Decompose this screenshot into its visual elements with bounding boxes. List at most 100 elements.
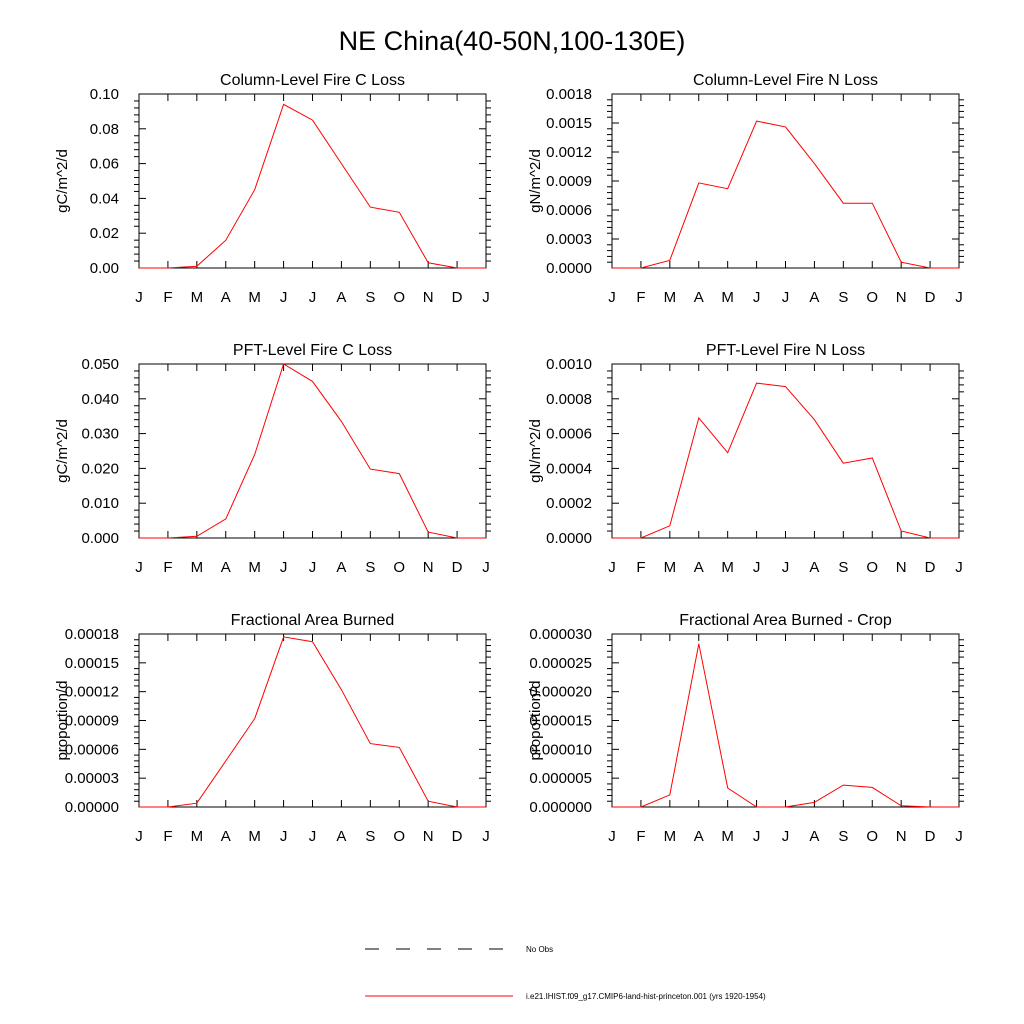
x-tick-label: D: [452, 289, 463, 306]
series-line: [612, 120, 959, 269]
y-tick-label: 0.010: [81, 495, 119, 512]
y-tick-label: 0.00006: [65, 741, 119, 758]
x-tick-label: N: [896, 559, 907, 576]
y-tick-label: 0.00: [90, 260, 119, 277]
y-tick-label: 0.0000: [546, 530, 592, 547]
x-tick-label: M: [248, 559, 261, 576]
x-tick-label: O: [866, 559, 878, 576]
x-tick-label: A: [809, 559, 819, 576]
x-tick-label: J: [482, 289, 490, 306]
y-tick-label: 0.000005: [529, 770, 592, 787]
panel-fractional-area-burned-crop: Fractional Area Burned - Crop proportion/…: [527, 612, 964, 845]
x-tick-label: J: [782, 828, 790, 845]
x-tick-label: S: [838, 828, 848, 845]
y-tick-label: 0.0002: [546, 495, 592, 512]
plot-frame: [611, 363, 960, 539]
panel-title: Column-Level Fire C Loss: [220, 72, 405, 89]
x-tick-label: M: [664, 828, 677, 845]
y-axis-label: gN/m^2/d: [527, 149, 544, 213]
x-tick-label: J: [608, 559, 616, 576]
legend: No Obs i.e21.IHIST.f09_g17.CMIP6-land-hi…: [365, 945, 766, 1001]
y-tick-label: 0.000020: [529, 684, 592, 701]
legend-no-obs-label: No Obs: [526, 945, 553, 954]
x-tick-label: N: [896, 289, 907, 306]
x-tick-label: F: [163, 828, 172, 845]
x-tick-label: J: [782, 559, 790, 576]
figure-title: NE China(40-50N,100-130E): [339, 26, 686, 56]
y-axis-label: gN/m^2/d: [527, 419, 544, 483]
x-tick-label: M: [191, 289, 204, 306]
y-tick-label: 0.0006: [546, 202, 592, 219]
x-tick-label: A: [336, 828, 346, 845]
x-tick-label: F: [636, 289, 645, 306]
panel-title: Column-Level Fire N Loss: [693, 72, 878, 89]
y-tick-label: 0.000000: [529, 799, 592, 816]
y-tick-label: 0.050: [81, 356, 119, 373]
x-tick-label: O: [393, 289, 405, 306]
y-tick-label: 0.000025: [529, 655, 592, 672]
y-tick-label: 0.0004: [546, 460, 592, 477]
x-tick-label: M: [721, 559, 734, 576]
plot-frame: [138, 633, 487, 808]
x-tick-label: J: [782, 289, 790, 306]
x-tick-label: N: [423, 289, 434, 306]
y-tick-label: 0.030: [81, 426, 119, 443]
y-axis-label: gC/m^2/d: [54, 149, 71, 213]
panel-title: PFT-Level Fire N Loss: [706, 342, 865, 359]
y-tick-label: 0.040: [81, 391, 119, 408]
plot-frame: [611, 93, 960, 269]
x-tick-label: J: [280, 559, 288, 576]
panel-column-fire-c-loss: Column-Level Fire C Loss gC/m^2/d 0.00 0.02…: [54, 72, 491, 306]
y-tick-label: 0.020: [81, 460, 119, 477]
series-line: [139, 636, 486, 808]
legend-model-label: i.e21.IHIST.f09_g17.CMIP6-land-hist-prin…: [526, 992, 766, 1001]
y-tick-label: 0.02: [90, 225, 119, 242]
y-axis-label: proportion/d: [54, 680, 71, 760]
x-tick-label: F: [636, 828, 645, 845]
x-tick-label: J: [280, 289, 288, 306]
plot-frame: [611, 633, 960, 808]
x-tick-label: A: [809, 289, 819, 306]
panel-pft-fire-c-loss: PFT-Level Fire C Loss gC/m^2/d 0.000 0.010 0…: [54, 342, 491, 576]
x-tick-label: N: [423, 828, 434, 845]
x-tick-label: A: [221, 559, 231, 576]
panel-title: PFT-Level Fire C Loss: [233, 342, 392, 359]
x-tick-label: J: [753, 289, 761, 306]
x-tick-label: J: [482, 828, 490, 845]
y-tick-label: 0.00012: [65, 684, 119, 701]
y-tick-label: 0.00015: [65, 655, 119, 672]
y-tick-label: 0.10: [90, 86, 119, 103]
y-tick-label: 0.0018: [546, 86, 592, 103]
y-tick-label: 0.0008: [546, 391, 592, 408]
panel-fractional-area-burned: Fractional Area Burnedproportion/d0.0000…: [54, 612, 491, 845]
x-tick-label: D: [452, 559, 463, 576]
y-tick-label: 0.00003: [65, 770, 119, 787]
x-tick-label: D: [925, 828, 936, 845]
y-tick-label: 0.000015: [529, 713, 592, 730]
x-tick-label: S: [838, 289, 848, 306]
x-tick-label: N: [423, 559, 434, 576]
x-tick-label: A: [221, 828, 231, 845]
x-tick-label: O: [393, 828, 405, 845]
x-tick-label: O: [393, 559, 405, 576]
y-tick-label: 0.000010: [529, 741, 592, 758]
x-tick-label: M: [721, 828, 734, 845]
x-tick-label: S: [365, 828, 375, 845]
x-tick-label: J: [280, 828, 288, 845]
y-tick-label: 0.08: [90, 121, 119, 138]
y-tick-label: 0.0010: [546, 356, 592, 373]
x-tick-label: D: [925, 559, 936, 576]
y-tick-label: 0.00009: [65, 713, 119, 730]
x-tick-label: J: [309, 559, 317, 576]
panel-column-fire-n-loss: Column-Level Fire N Loss gN/m^2/d 0.0000 0.…: [527, 72, 964, 306]
series-line: [139, 363, 486, 539]
x-tick-label: A: [336, 559, 346, 576]
x-tick-label: J: [608, 828, 616, 845]
x-tick-label: D: [925, 289, 936, 306]
x-tick-label: S: [365, 559, 375, 576]
x-tick-label: J: [135, 559, 143, 576]
y-tick-label: 0.0012: [546, 144, 592, 161]
x-tick-label: N: [896, 828, 907, 845]
x-tick-label: A: [694, 828, 704, 845]
